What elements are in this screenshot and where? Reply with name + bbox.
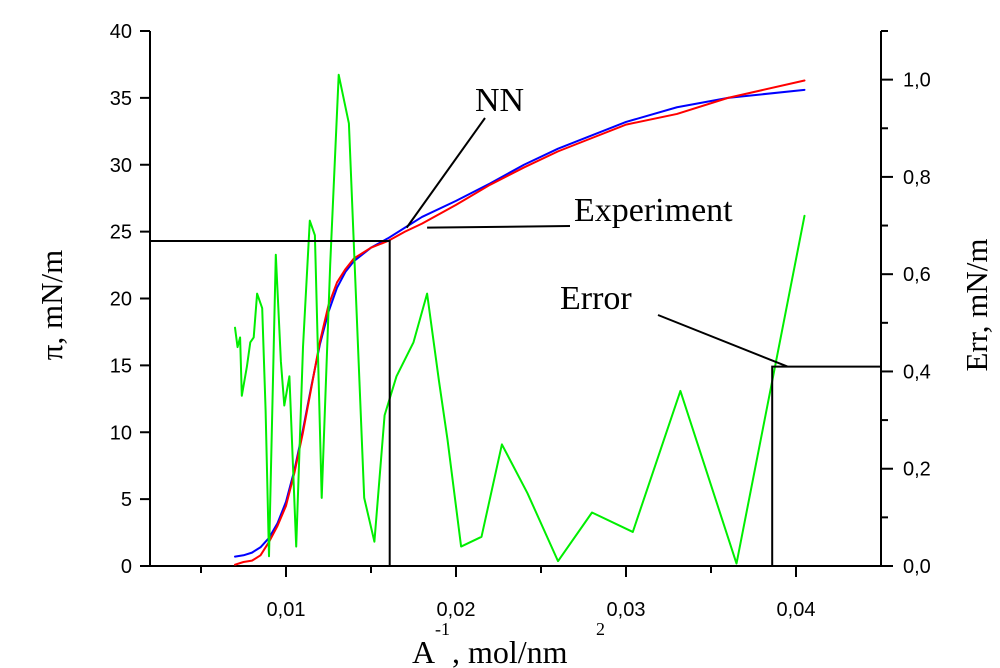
y-left-axis-title: π, mN/m (34, 250, 69, 360)
x-tick-label: 0,01 (267, 599, 306, 621)
y-left-tick-label: 15 (110, 355, 132, 377)
y-left-tick-label: 20 (110, 289, 132, 311)
y-right-tick-label: 0,4 (903, 361, 931, 383)
x-tick-label: 0,03 (607, 599, 646, 621)
drop-line-0 (150, 239, 391, 566)
annotation-label-error: Error (560, 280, 632, 317)
y-left-tick-label: 0 (121, 556, 132, 578)
y-right-tick-label: 0,2 (903, 459, 931, 481)
y-left-tick-label: 35 (110, 88, 132, 110)
x-axis-title-exp: -1 (435, 619, 450, 639)
annotations-layer (150, 117, 881, 566)
series-line-error (234, 73, 806, 565)
annotation-label-experiment: Experiment (574, 192, 733, 229)
y-left-tick-label: 25 (110, 222, 132, 244)
series-line-nn (234, 88, 806, 558)
x-tick-label: 0,04 (777, 599, 816, 621)
x-tick-label: 0,02 (437, 599, 476, 621)
series-layer (234, 73, 806, 566)
labels-layer: 0,01 0,02 0,03 0,04 0 5 10 15 20 25 30 35 40 0,0 0,2 0,… (110, 21, 931, 621)
x-axis-title-rest: , mol/nm (452, 634, 568, 668)
y-right-tick-label: 0,0 (903, 556, 931, 578)
annotation-leader-1 (427, 225, 571, 229)
drop-line-1 (771, 365, 881, 566)
y-right-axis-title: Err, mN/m (959, 238, 994, 371)
x-axis-title-unit-exp: 2 (596, 619, 605, 639)
x-axis-title: A -1 , mol/nm 2 (412, 619, 605, 668)
y-right-tick-label: 0,8 (903, 167, 931, 189)
series-line-experiment (234, 79, 806, 566)
y-left-tick-label: 5 (121, 489, 132, 511)
y-right-tick-label: 1,0 (903, 70, 931, 92)
y-right-tick-label: 0,6 (903, 264, 931, 286)
axes (140, 30, 893, 577)
annotation-leader-0 (405, 117, 486, 229)
y-left-tick-label: 10 (110, 422, 132, 444)
annotation-leader-2 (657, 314, 788, 368)
annotation-label-nn: NN (475, 82, 524, 119)
y-left-tick-label: 30 (110, 155, 132, 177)
y-left-tick-label: 40 (110, 21, 132, 43)
x-axis-title-base: A (412, 634, 435, 668)
